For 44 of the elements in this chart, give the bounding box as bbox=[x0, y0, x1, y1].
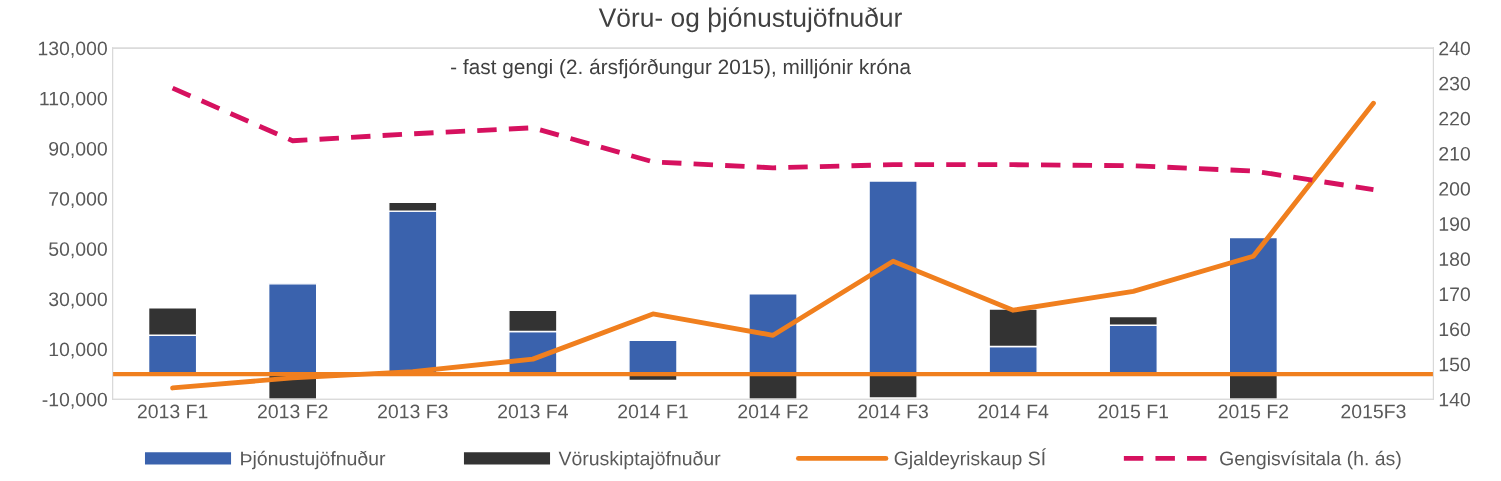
bar bbox=[267, 283, 318, 375]
y-tick-label: 30,000 bbox=[48, 292, 107, 309]
y2-tick-label: 170 bbox=[1439, 287, 1470, 302]
x-tick-label: 2014 F3 bbox=[858, 404, 928, 419]
x-tick-label: 2015 F1 bbox=[1098, 404, 1168, 419]
bar bbox=[628, 339, 678, 375]
y2-tick-label: 180 bbox=[1439, 252, 1470, 267]
y2-tick-label: 190 bbox=[1439, 217, 1470, 231]
bar bbox=[868, 373, 918, 399]
bar bbox=[748, 293, 798, 375]
y2-tick-label: 210 bbox=[1439, 146, 1470, 161]
y-tick-label: 90,000 bbox=[49, 141, 107, 158]
legend-label: Gjaldeyriskaup SÍ bbox=[894, 448, 1047, 470]
y2-tick-label: 140 bbox=[1439, 392, 1470, 407]
chart-subtitle: - fast gengi (2. ársfjórðungur 2015), milljónir króna bbox=[451, 58, 911, 79]
bar bbox=[1228, 236, 1279, 375]
y-tick-label: 50,000 bbox=[49, 242, 107, 259]
x-tick-label: 2014 F4 bbox=[978, 404, 1049, 419]
y2-tick-label: 240 bbox=[1439, 41, 1470, 56]
legend-label: Gengisvísitala (h. ás) bbox=[1220, 450, 1401, 470]
y-tick-label: 110,000 bbox=[40, 91, 107, 108]
x-tick-label: 2015 F2 bbox=[1218, 404, 1289, 419]
y2-tick-label: 150 bbox=[1439, 357, 1470, 372]
y2-tick-label: 230 bbox=[1439, 76, 1470, 91]
y-tick-label: -10,000 bbox=[42, 392, 107, 409]
y2-tick-label: 220 bbox=[1439, 111, 1470, 126]
y2-tick-label: 160 bbox=[1439, 322, 1470, 337]
y2-tick-label: 200 bbox=[1439, 182, 1470, 196]
y-tick-label: 130,000 bbox=[38, 41, 107, 58]
x-tick-label: 2014 F2 bbox=[738, 404, 808, 419]
x-tick-label: 2013 F2 bbox=[258, 404, 328, 419]
legend-label: Vöruskiptajöfnuður bbox=[558, 450, 721, 470]
bar bbox=[748, 373, 798, 400]
chart-title: Vöru- og þjónustujöfnuður bbox=[598, 7, 902, 33]
y-tick-label: 70,000 bbox=[49, 192, 107, 209]
legend-label: Þjónustujöfnuður bbox=[241, 450, 386, 470]
x-tick-label: 2014 F1 bbox=[618, 404, 688, 419]
x-tick-label: 2015F3 bbox=[1341, 404, 1406, 419]
line-series bbox=[170, 85, 1376, 193]
x-tick-label: 2013 F3 bbox=[378, 404, 448, 419]
x-tick-label: 2013 F1 bbox=[137, 404, 208, 419]
x-tick-label: 2013 F4 bbox=[498, 404, 568, 419]
y-tick-label: 10,000 bbox=[49, 342, 107, 359]
bar bbox=[868, 180, 918, 375]
